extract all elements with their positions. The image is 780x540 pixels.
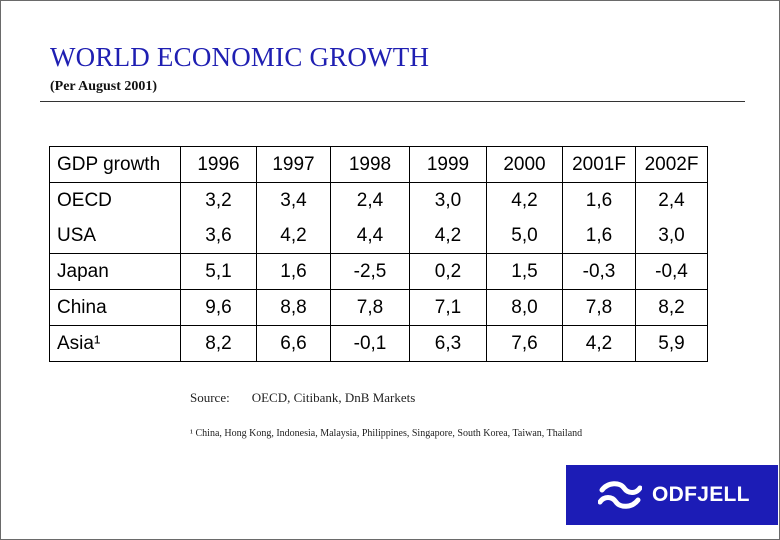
table-cell: -0,4	[635, 253, 708, 290]
table-cell: 4,4	[330, 218, 410, 254]
table-cell: 4,2	[562, 325, 636, 362]
row-label: Asia¹	[49, 325, 181, 362]
source-label: Source:	[190, 390, 230, 405]
table-cell: 7,8	[562, 289, 636, 326]
logo-text: ODFJELL	[652, 483, 750, 506]
header-cell: 2001F	[562, 146, 636, 183]
table-cell: 2,4	[635, 182, 708, 218]
page-subtitle: (Per August 2001)	[50, 79, 158, 94]
header-cell: 2002F	[635, 146, 708, 183]
table-cell: 1,6	[562, 218, 636, 254]
header-cell: 1997	[256, 146, 331, 183]
header-cell: 1999	[409, 146, 487, 183]
table-row: Japan 5,1 1,6 -2,5 0,2 1,5 -0,3 -0,4	[49, 253, 708, 290]
row-label: OECD	[49, 182, 181, 218]
table-cell: 5,0	[486, 218, 563, 254]
table-cell: 2,4	[330, 182, 410, 218]
table-cell: 5,9	[635, 325, 708, 362]
row-label: China	[49, 289, 181, 326]
table-cell: 8,2	[635, 289, 708, 326]
table-cell: 9,6	[180, 289, 257, 326]
source-note: Source: OECD, Citibank, DnB Markets	[190, 390, 415, 406]
table-cell: 3,4	[256, 182, 331, 218]
table-cell: -0,1	[330, 325, 410, 362]
header-cell: GDP growth	[49, 146, 181, 183]
table-cell: 1,5	[486, 253, 563, 290]
table-cell: 3,0	[635, 218, 708, 254]
table-row: USA 3,6 4,2 4,4 4,2 5,0 1,6 3,0	[49, 218, 708, 254]
table-row: Asia¹ 8,2 6,6 -0,1 6,3 7,6 4,2 5,9	[49, 325, 708, 362]
table-row: China 9,6 8,8 7,8 7,1 8,0 7,8 8,2	[49, 289, 708, 326]
table-cell: 4,2	[486, 182, 563, 218]
table-cell: 6,6	[256, 325, 331, 362]
source-value: OECD, Citibank, DnB Markets	[251, 390, 416, 405]
row-label: USA	[49, 218, 181, 254]
table-header-row: GDP growth 1996 1997 1998 1999 2000 2001…	[49, 146, 708, 183]
table-cell: -2,5	[330, 253, 410, 290]
odfjell-logo-icon	[598, 481, 642, 509]
table-cell: 0,2	[409, 253, 487, 290]
table-cell: 8,8	[256, 289, 331, 326]
table-cell: 1,6	[562, 182, 636, 218]
table-cell: 1,6	[256, 253, 331, 290]
header-cell: 1996	[180, 146, 257, 183]
footnote: ¹ China, Hong Kong, Indonesia, Malaysia,…	[190, 428, 583, 439]
table-cell: 4,2	[256, 218, 331, 254]
row-label: Japan	[49, 253, 181, 290]
table-cell: 7,6	[486, 325, 563, 362]
header-cell: 2000	[486, 146, 563, 183]
table-cell: 3,2	[180, 182, 257, 218]
table-row: OECD 3,2 3,4 2,4 3,0 4,2 1,6 2,4	[49, 182, 708, 218]
gdp-growth-table: GDP growth 1996 1997 1998 1999 2000 2001…	[49, 146, 708, 362]
table-cell: -0,3	[562, 253, 636, 290]
table-cell: 8,2	[180, 325, 257, 362]
table-cell: 4,2	[409, 218, 487, 254]
odfjell-logo: ODFJELL	[566, 465, 778, 525]
table-cell: 3,6	[180, 218, 257, 254]
page-title: WORLD ECONOMIC GROWTH	[50, 42, 430, 72]
table-cell: 6,3	[409, 325, 487, 362]
table-cell: 3,0	[409, 182, 487, 218]
table-cell: 5,1	[180, 253, 257, 290]
table-cell: 8,0	[486, 289, 563, 326]
table-cell: 7,1	[409, 289, 487, 326]
table-cell: 7,8	[330, 289, 410, 326]
title-divider	[40, 101, 745, 102]
header-cell: 1998	[330, 146, 410, 183]
